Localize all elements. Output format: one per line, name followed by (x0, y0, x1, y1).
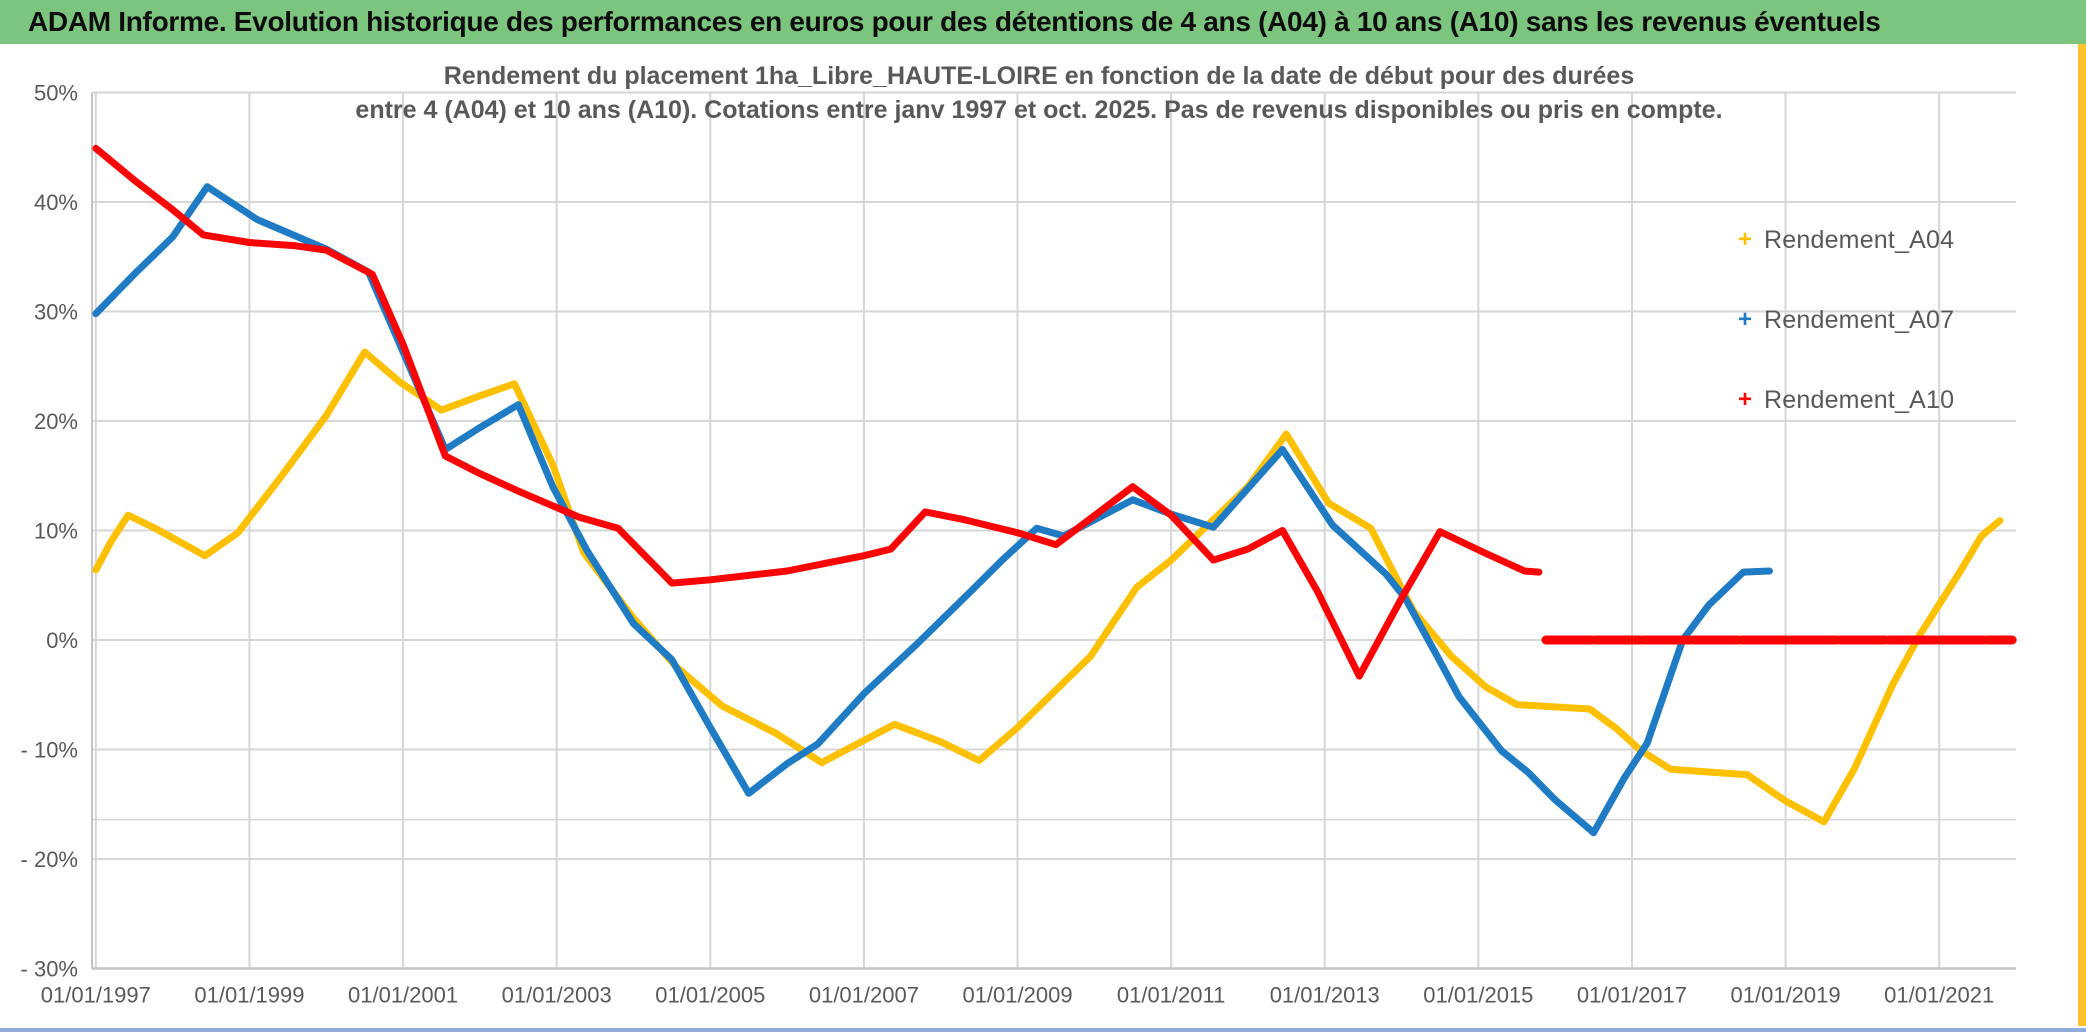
y-axis-tick-label: - 30% (21, 957, 78, 982)
x-axis-tick-label: 01/01/2021 (1884, 983, 1994, 1008)
chart-legend: + Rendement_A04 + Rendement_A07 + Rendem… (1738, 200, 2038, 440)
y-axis-tick-label: 40% (34, 190, 78, 215)
y-axis-tick-label: 20% (34, 409, 78, 434)
legend-item-a04[interactable]: + Rendement_A04 (1738, 200, 2038, 280)
x-axis-tick-label: 01/01/2019 (1731, 983, 1841, 1008)
legend-label: Rendement_A10 (1764, 385, 1955, 414)
x-axis-tick-label: 01/01/2007 (809, 983, 919, 1008)
line-chart-canvas[interactable]: 50%40%30%20%10%0%- 10%- 20%- 30%01/01/19… (0, 44, 2078, 1028)
plus-marker-icon: + (1738, 226, 1753, 253)
x-axis-tick-label: 01/01/1999 (194, 983, 304, 1008)
y-axis-tick-label: 30% (34, 300, 78, 325)
x-axis-tick-label: 01/01/2017 (1577, 983, 1687, 1008)
x-axis-tick-label: 01/01/2003 (502, 983, 612, 1008)
plus-marker-icon: + (1738, 306, 1753, 333)
series-Rendement_A10[interactable] (92, 144, 1543, 680)
plus-marker-icon: + (1738, 386, 1753, 413)
x-axis-tick-label: 01/01/1997 (41, 983, 151, 1008)
y-axis-tick-label: 0% (46, 628, 78, 653)
y-axis-tick-label: - 10% (21, 738, 78, 763)
series-Rendement_A04[interactable] (92, 348, 2004, 826)
header-banner: ADAM Informe. Evolution historique des p… (0, 0, 2086, 44)
window-right-border (2078, 44, 2086, 1026)
legend-label: Rendement_A07 (1764, 305, 1955, 334)
y-axis-tick-label: 50% (34, 81, 78, 106)
y-axis-tick-label: 10% (34, 519, 78, 544)
y-axis-tick-label: - 20% (21, 847, 78, 872)
x-axis-tick-label: 01/01/2005 (655, 983, 765, 1008)
window-bottom-border (0, 1028, 2086, 1032)
x-axis-tick-label: 01/01/2013 (1270, 983, 1380, 1008)
legend-label: Rendement_A04 (1764, 225, 1955, 254)
x-axis-tick-label: 01/01/2009 (962, 983, 1072, 1008)
legend-item-a07[interactable]: + Rendement_A07 (1738, 280, 2038, 360)
chart-area: 50% 40% 30% 20% 10% 0% - 10% - 20% - 30% 01/01/19… (0, 44, 2078, 1028)
header-title: ADAM Informe. Evolution historique des p… (28, 6, 1881, 37)
x-axis-tick-label: 01/01/2001 (348, 983, 458, 1008)
x-axis-tick-label: 01/01/2011 (1117, 983, 1225, 1008)
x-axis-tick-label: 01/01/2015 (1423, 983, 1533, 1008)
legend-item-a10[interactable]: + Rendement_A10 (1738, 360, 2038, 440)
